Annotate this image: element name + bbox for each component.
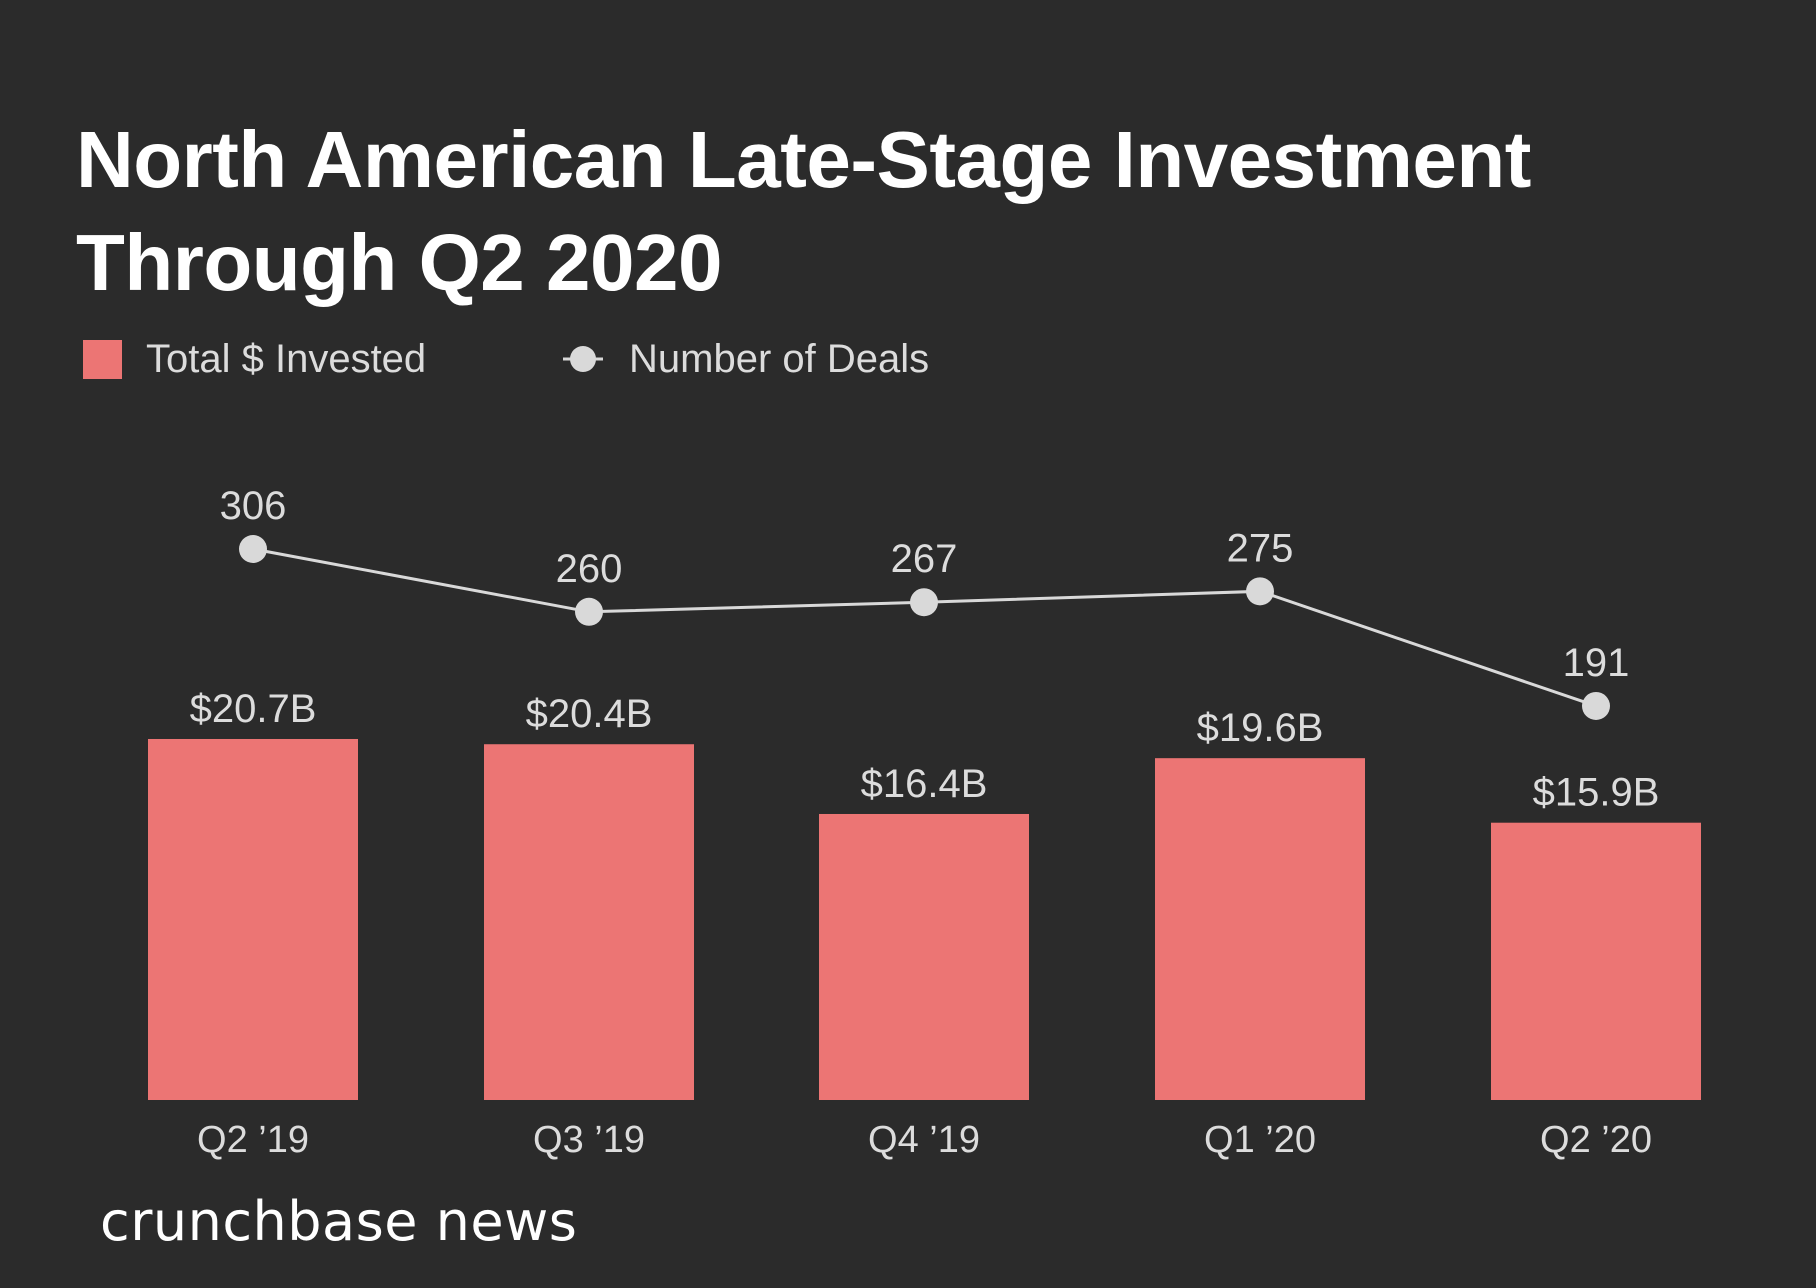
chart-title: North American Late-Stage Investment Thr… — [76, 108, 1776, 314]
bar-value-label: $15.9B — [1533, 771, 1660, 815]
x-tick-label: Q4 ’19 — [868, 1119, 980, 1161]
line-series: 306 260 267 275 191 — [220, 484, 1630, 720]
deals-point-3 — [1246, 577, 1274, 606]
deals-point-4 — [1582, 691, 1610, 720]
bar-value-label: $20.7B — [190, 687, 317, 731]
deals-value-label: 275 — [1227, 526, 1294, 570]
bar-swatch-icon — [83, 339, 122, 379]
deals-value-label: 267 — [891, 537, 958, 581]
title-line-2: Through Q2 2020 — [76, 218, 722, 307]
bar-0 — [148, 738, 358, 1100]
legend-label: Total $ Invested — [146, 336, 427, 381]
x-tick-label: Q2 ’20 — [1540, 1119, 1652, 1161]
bar-value-labels: $20.7B $20.4B $16.4B $19.6B $15.9B — [190, 687, 1660, 815]
bar-value-label: $16.4B — [861, 762, 988, 806]
title-line-1: North American Late-Stage Investment — [76, 115, 1531, 204]
bar-value-label: $19.6B — [1197, 706, 1324, 750]
x-tick-label: Q1 ’20 — [1204, 1119, 1316, 1161]
deals-point-2 — [910, 588, 938, 617]
bar-2 — [819, 813, 1029, 1100]
bar-value-label: $20.4B — [526, 692, 653, 736]
legend-item-total-invested: Total $ Invested — [83, 336, 427, 381]
deals-point-1 — [575, 597, 603, 626]
deals-value-label: 260 — [556, 547, 623, 591]
legend-label: Number of Deals — [629, 336, 930, 381]
line-marker-icon — [563, 346, 603, 372]
bar-3 — [1155, 758, 1365, 1100]
deals-point-0 — [239, 535, 267, 563]
crunchbase-news-logo: crunchbase news — [100, 1190, 578, 1253]
legend-item-number-of-deals: Number of Deals — [563, 336, 930, 381]
bar-4 — [1491, 822, 1701, 1100]
deals-value-label: 191 — [1563, 641, 1630, 685]
x-tick-label: Q2 ’19 — [197, 1119, 309, 1161]
x-tick-label: Q3 ’19 — [533, 1119, 645, 1161]
bar-series — [148, 738, 1701, 1100]
x-axis-tick-labels: Q2 ’19 Q3 ’19 Q4 ’19 Q1 ’20 Q2 ’20 — [197, 1119, 1652, 1161]
bar-1 — [484, 744, 694, 1100]
deals-value-label: 306 — [220, 484, 287, 528]
